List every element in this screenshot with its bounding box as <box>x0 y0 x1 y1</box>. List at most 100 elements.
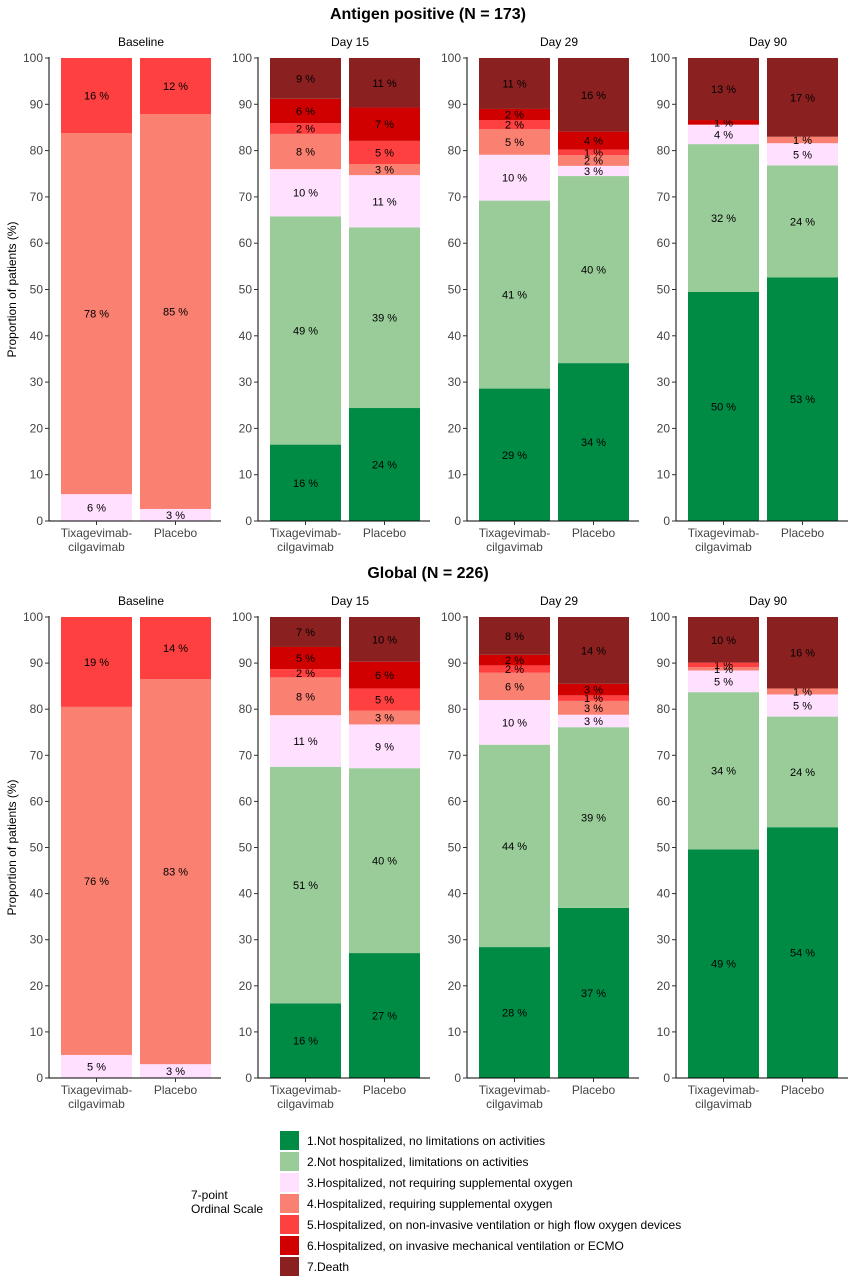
y-tick-label: 70 <box>30 190 44 204</box>
chart-group-2: Global (N = 226) Proportion of patients (… <box>5 565 848 1111</box>
y-tick-label: 40 <box>657 329 671 343</box>
legend-title-line: 7-point <box>191 1188 228 1202</box>
y-tick-label: 70 <box>448 748 462 762</box>
bar-segment-4 <box>270 133 341 170</box>
data-label: 76 % <box>84 876 109 888</box>
bar-segment-7 <box>558 617 629 684</box>
y-tick-label: 20 <box>657 979 671 993</box>
legend-item-label: 6.Hospitalized, on invasive mechanical v… <box>307 1239 624 1253</box>
y-tick-label: 70 <box>239 190 253 204</box>
y-tick-label: 90 <box>448 97 462 111</box>
panel-2-1: Baseline 5 % 76 % 19 % 3 % 83 % 14 % 0 10 20 30 40 5… <box>23 594 221 1111</box>
legend-swatch <box>280 1152 299 1171</box>
y-tick-label: 60 <box>239 236 253 250</box>
bar-segment-1 <box>349 408 420 521</box>
data-label: 53 % <box>790 394 815 406</box>
legend-title: 7-point Ordinal Scale <box>191 1188 263 1216</box>
bar-segment-3 <box>479 699 550 745</box>
bar-segment-5 <box>140 58 211 115</box>
data-label: 11 % <box>502 78 526 90</box>
bar-segment-4 <box>270 677 341 716</box>
data-label: 5 % <box>793 149 812 161</box>
bar-segment-1 <box>270 444 341 521</box>
bar-segment-6 <box>558 683 629 696</box>
x-tick-label-line: Tixagevimab- <box>479 526 551 540</box>
y-tick-label: 60 <box>448 794 462 808</box>
x-tick-label-line: cilgavimab <box>695 1097 752 1111</box>
y-tick-label: 0 <box>36 514 43 528</box>
bar-segment-5 <box>558 695 629 701</box>
data-label: 5 % <box>505 137 524 149</box>
bar-segment-3 <box>349 724 420 769</box>
x-tick-label-line: Tixagevimab- <box>61 526 133 540</box>
data-label: 6 % <box>505 681 524 693</box>
y-tick-label: 30 <box>448 933 462 947</box>
x-tick-label-line: cilgavimab <box>68 540 125 554</box>
data-label: 1 % <box>584 693 603 705</box>
bar-segment-6 <box>270 98 341 124</box>
bar-segment-3 <box>270 169 341 217</box>
panel-title: Day 29 <box>540 35 578 49</box>
bar-segment-6 <box>270 646 341 670</box>
bar-segment-5 <box>61 617 132 707</box>
y-tick-label: 30 <box>30 933 44 947</box>
y-tick-label: 0 <box>454 514 461 528</box>
bar-segment-5 <box>688 662 759 668</box>
y-tick-label: 40 <box>448 887 462 901</box>
bar-segment-3 <box>140 508 211 521</box>
legend-item-label: 2.Not hospitalized, limitations on activ… <box>307 1155 528 1169</box>
y-tick-label: 90 <box>448 656 462 670</box>
x-tick-label-line: cilgavimab <box>277 1097 334 1111</box>
bar-segment-2 <box>270 216 341 445</box>
bar-segment-3 <box>270 715 341 767</box>
y-tick-label: 0 <box>663 1071 670 1085</box>
x-tick-label-line: cilgavimab <box>695 540 752 554</box>
data-label: 28 % <box>502 1008 527 1020</box>
y-tick-label: 10 <box>239 1025 253 1039</box>
y-tick-label: 20 <box>448 421 462 435</box>
group-title: Global (N = 226) <box>367 565 488 582</box>
y-tick-label: 40 <box>239 887 253 901</box>
data-label: 8 % <box>296 147 315 159</box>
bar-segment-6 <box>479 108 550 121</box>
y-tick-label: 50 <box>448 841 462 855</box>
panel-title: Day 90 <box>749 35 787 49</box>
data-label: 3 % <box>166 510 185 522</box>
bar-segment-6 <box>349 107 420 141</box>
data-label: 1 % <box>714 117 733 129</box>
y-tick-label: 70 <box>657 748 671 762</box>
y-tick-label: 0 <box>36 1071 43 1085</box>
y-tick-label: 100 <box>23 51 43 65</box>
data-label: 10 % <box>502 717 527 729</box>
bar-segment-3 <box>61 494 132 521</box>
bar-segment-7 <box>349 617 420 662</box>
y-tick-label: 50 <box>30 283 44 297</box>
y-tick-label: 90 <box>657 656 671 670</box>
x-tick-label-line: Placebo <box>572 1083 616 1097</box>
bar-segment-2 <box>349 227 420 409</box>
legend-item-label: 7.Death <box>307 1260 349 1274</box>
y-tick-label: 40 <box>30 329 44 343</box>
bar-segment-4 <box>140 114 211 509</box>
data-label: 14 % <box>163 643 188 655</box>
data-label: 5 % <box>375 147 394 159</box>
y-tick-label: 90 <box>30 97 44 111</box>
panel-title: Day 15 <box>331 35 369 49</box>
data-label: 37 % <box>581 988 606 1000</box>
bar-segment-2 <box>688 692 759 850</box>
bar-segment-4 <box>349 164 420 176</box>
y-tick-label: 80 <box>30 702 44 716</box>
panel-2-3: Day 29 28 % 44 % 10 % 6 % 2 %2 % 8 % 37 % 39 % 3 … <box>441 594 639 1111</box>
data-label: 1 % <box>714 660 733 672</box>
bar-segment-7 <box>479 617 550 655</box>
panel-title: Day 90 <box>749 594 787 608</box>
data-label: 11 % <box>372 78 396 90</box>
data-label: 7 % <box>296 627 315 639</box>
panel-1-1: Baseline 6 % 78 % 16 % 3 % 85 % 12 % 0 10 20 30 40 5… <box>23 35 221 554</box>
data-label: 2 % <box>505 109 524 121</box>
panel-title: Baseline <box>118 35 164 49</box>
data-label: 13 % <box>711 84 736 96</box>
data-label: 10 % <box>502 173 527 185</box>
